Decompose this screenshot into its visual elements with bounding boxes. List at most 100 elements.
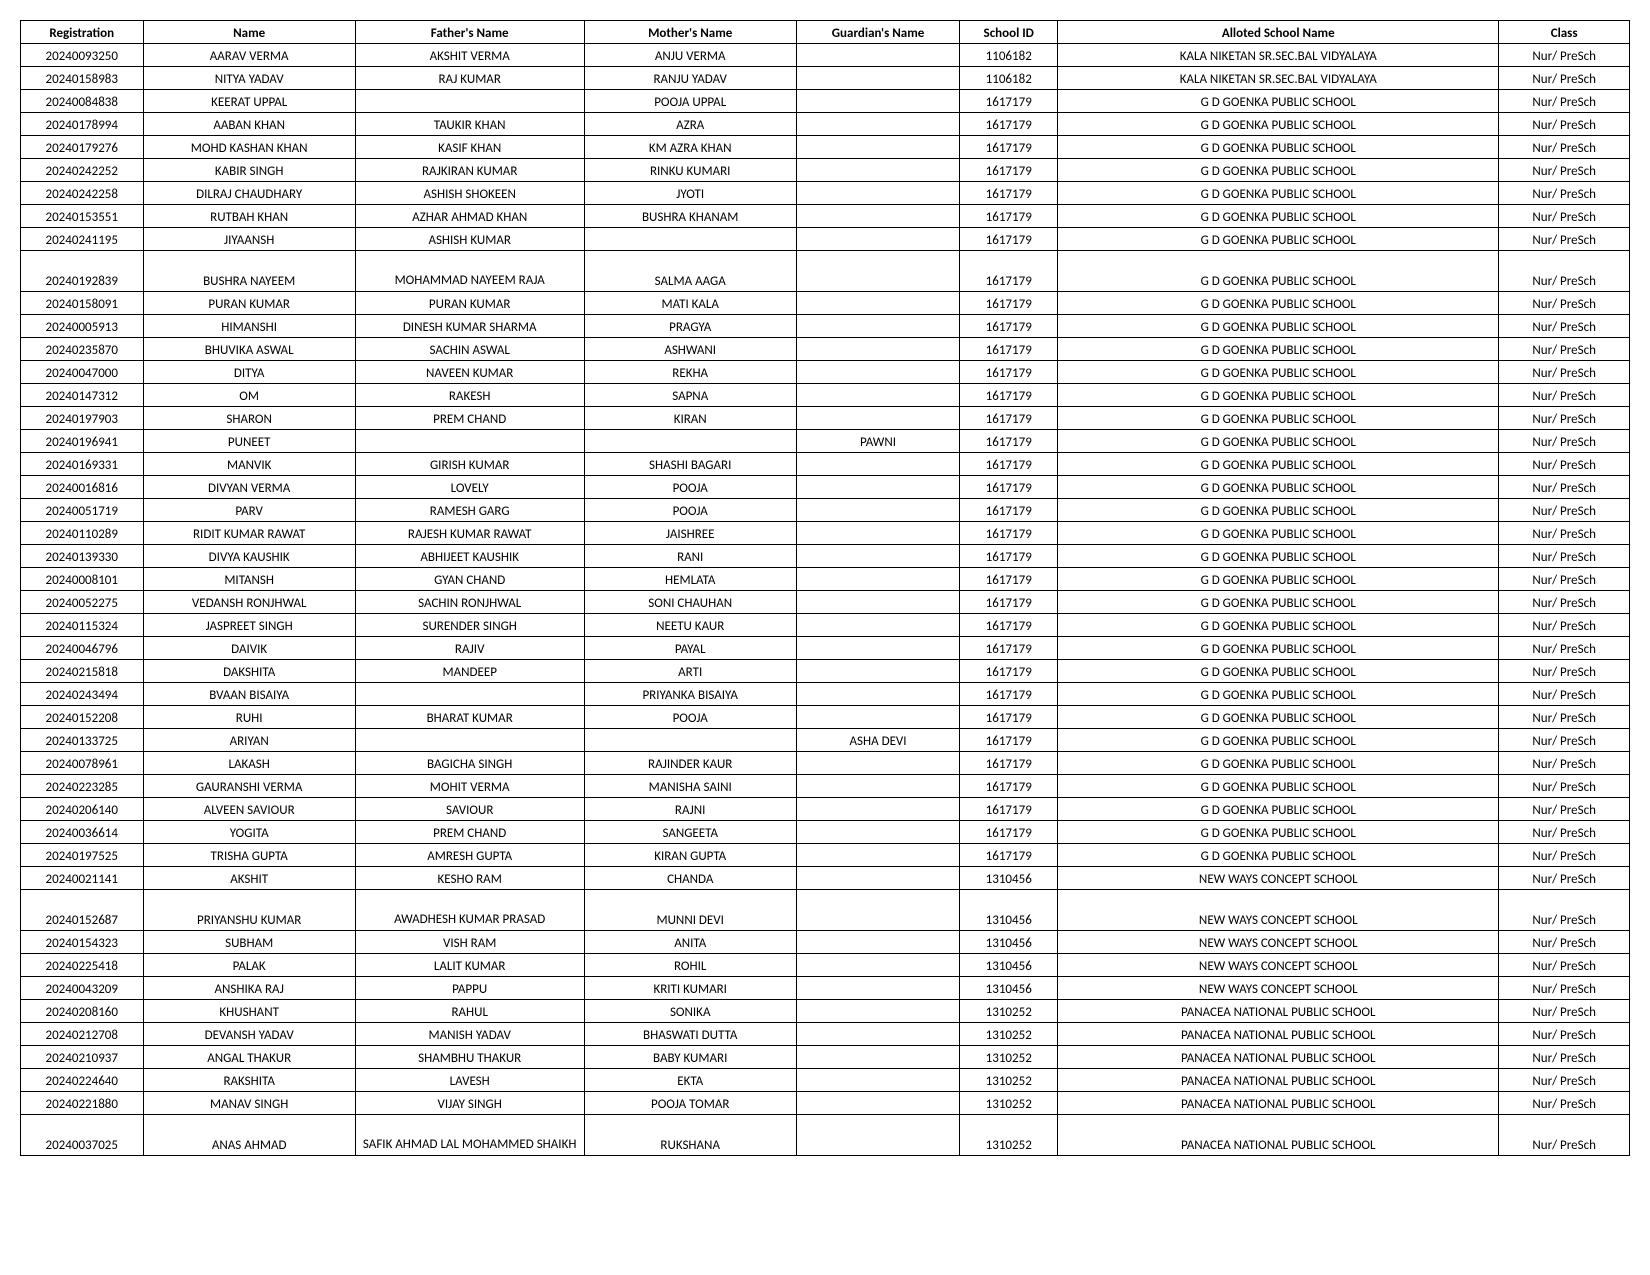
cell: ARTI (584, 660, 796, 683)
cell: 1106182 (960, 44, 1058, 67)
cell: PUNEET (143, 430, 355, 453)
cell (796, 545, 959, 568)
cell (796, 821, 959, 844)
cell (796, 614, 959, 637)
cell: ALVEEN SAVIOUR (143, 798, 355, 821)
cell: G D GOENKA PUBLIC SCHOOL (1058, 522, 1499, 545)
cell: PANACEA NATIONAL PUBLIC SCHOOL (1058, 1115, 1499, 1156)
cell: G D GOENKA PUBLIC SCHOOL (1058, 159, 1499, 182)
cell: 20240179276 (21, 136, 144, 159)
cell (796, 1000, 959, 1023)
cell: G D GOENKA PUBLIC SCHOOL (1058, 798, 1499, 821)
cell: G D GOENKA PUBLIC SCHOOL (1058, 315, 1499, 338)
cell: 20240147312 (21, 384, 144, 407)
cell: 20240221880 (21, 1092, 144, 1115)
cell: SAFIK AHMAD LAL MOHAMMED SHAIKH (355, 1115, 584, 1156)
cell: MITANSH (143, 568, 355, 591)
cell: 20240196941 (21, 430, 144, 453)
cell: PAYAL (584, 637, 796, 660)
cell: G D GOENKA PUBLIC SCHOOL (1058, 292, 1499, 315)
cell: DEVANSH YADAV (143, 1023, 355, 1046)
col-father: Father's Name (355, 21, 584, 44)
cell: RIDIT KUMAR RAWAT (143, 522, 355, 545)
table-row: 20240208160KHUSHANTRAHULSONIKA1310252PAN… (21, 1000, 1630, 1023)
table-row: 20240242252KABIR SINGHRAJKIRAN KUMARRINK… (21, 159, 1630, 182)
table-row: 20240153551RUTBAH KHANAZHAR AHMAD KHANBU… (21, 205, 1630, 228)
cell: BHARAT KUMAR (355, 706, 584, 729)
cell: Nur/ PreSch (1499, 867, 1630, 890)
cell: 1617179 (960, 775, 1058, 798)
cell: 20240084838 (21, 90, 144, 113)
table-row: 20240221880MANAV SINGHVIJAY SINGHPOOJA T… (21, 1092, 1630, 1115)
cell: G D GOENKA PUBLIC SCHOOL (1058, 637, 1499, 660)
cell: G D GOENKA PUBLIC SCHOOL (1058, 136, 1499, 159)
cell (796, 931, 959, 954)
cell: KHUSHANT (143, 1000, 355, 1023)
table-row: 20240169331MANVIKGIRISH KUMARSHASHI BAGA… (21, 453, 1630, 476)
cell: Nur/ PreSch (1499, 931, 1630, 954)
cell: 1617179 (960, 182, 1058, 205)
cell (584, 228, 796, 251)
cell: RAKSHITA (143, 1069, 355, 1092)
cell: HIMANSHI (143, 315, 355, 338)
cell: POOJA (584, 499, 796, 522)
cell (796, 1069, 959, 1092)
cell: AKSHIT VERMA (355, 44, 584, 67)
cell: 20240197525 (21, 844, 144, 867)
cell: 20240235870 (21, 338, 144, 361)
cell: SONIKA (584, 1000, 796, 1023)
cell: SANGEETA (584, 821, 796, 844)
cell: RANJU YADAV (584, 67, 796, 90)
cell: G D GOENKA PUBLIC SCHOOL (1058, 361, 1499, 384)
cell: RAJESH KUMAR RAWAT (355, 522, 584, 545)
cell (796, 890, 959, 931)
cell: POOJA (584, 476, 796, 499)
cell: 20240241195 (21, 228, 144, 251)
cell: 1617179 (960, 361, 1058, 384)
table-row: 20240192839BUSHRA NAYEEMMOHAMMAD NAYEEM … (21, 251, 1630, 292)
cell (796, 706, 959, 729)
cell: Nur/ PreSch (1499, 407, 1630, 430)
cell: Nur/ PreSch (1499, 614, 1630, 637)
cell (796, 228, 959, 251)
cell: 1310456 (960, 867, 1058, 890)
cell: SHAMBHU THAKUR (355, 1046, 584, 1069)
cell: LOVELY (355, 476, 584, 499)
cell: Nur/ PreSch (1499, 706, 1630, 729)
cell: KM AZRA KHAN (584, 136, 796, 159)
cell: MATI KALA (584, 292, 796, 315)
col-guardian: Guardian's Name (796, 21, 959, 44)
cell: VEDANSH RONJHWAL (143, 591, 355, 614)
cell: Nur/ PreSch (1499, 522, 1630, 545)
cell: DITYA (143, 361, 355, 384)
cell: Nur/ PreSch (1499, 1115, 1630, 1156)
cell: OM (143, 384, 355, 407)
table-row: 20240223285GAURANSHI VERMAMOHIT VERMAMAN… (21, 775, 1630, 798)
cell: PRAGYA (584, 315, 796, 338)
cell: G D GOENKA PUBLIC SCHOOL (1058, 821, 1499, 844)
cell: 20240242258 (21, 182, 144, 205)
cell: 20240208160 (21, 1000, 144, 1023)
cell: Nur/ PreSch (1499, 821, 1630, 844)
cell: AMRESH GUPTA (355, 844, 584, 867)
col-school: Alloted School Name (1058, 21, 1499, 44)
cell: DILRAJ CHAUDHARY (143, 182, 355, 205)
cell: 20240008101 (21, 568, 144, 591)
cell (584, 430, 796, 453)
cell: G D GOENKA PUBLIC SCHOOL (1058, 453, 1499, 476)
cell: 20240224640 (21, 1069, 144, 1092)
cell: 20240133725 (21, 729, 144, 752)
cell: YOGITA (143, 821, 355, 844)
cell: VISH RAM (355, 931, 584, 954)
cell: 20240016816 (21, 476, 144, 499)
table-row: 20240008101MITANSHGYAN CHANDHEMLATA16171… (21, 568, 1630, 591)
cell: PANACEA NATIONAL PUBLIC SCHOOL (1058, 1023, 1499, 1046)
cell: VIJAY SINGH (355, 1092, 584, 1115)
cell: 1617179 (960, 798, 1058, 821)
cell: Nur/ PreSch (1499, 90, 1630, 113)
cell: MANISH YADAV (355, 1023, 584, 1046)
cell: 1617179 (960, 706, 1058, 729)
cell: G D GOENKA PUBLIC SCHOOL (1058, 706, 1499, 729)
cell: 1617179 (960, 292, 1058, 315)
cell: KEERAT UPPAL (143, 90, 355, 113)
